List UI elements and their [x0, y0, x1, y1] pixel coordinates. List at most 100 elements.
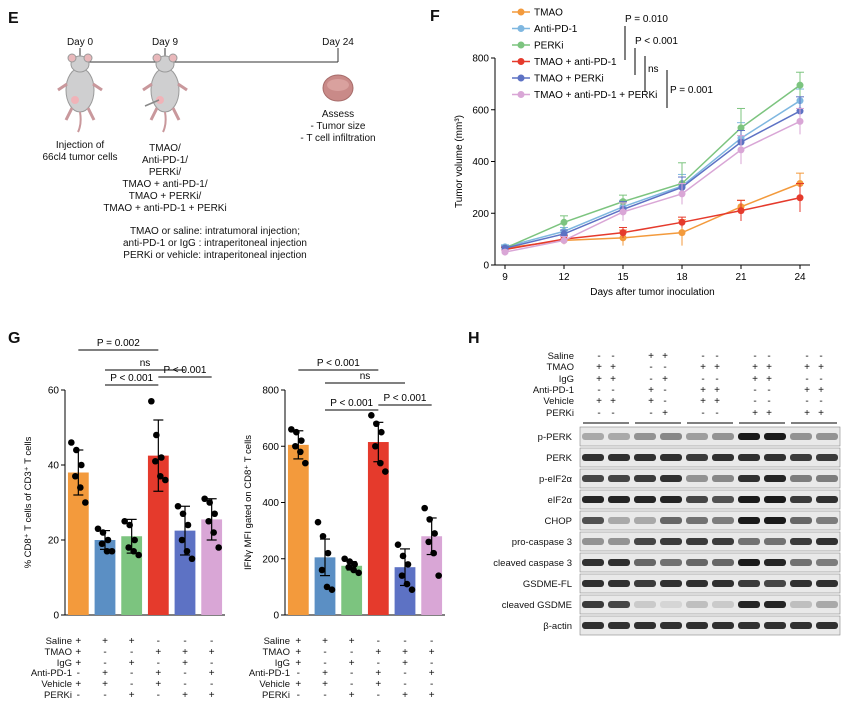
condition-sign: +: [155, 668, 162, 680]
x-tick-label: 18: [676, 272, 688, 283]
panel-label-f: F: [430, 8, 440, 25]
blot-band: [712, 475, 734, 482]
data-point: [99, 529, 107, 536]
blot-band: [660, 538, 682, 545]
blot-band: [816, 496, 838, 503]
condition-sign: -: [76, 668, 80, 680]
stat-label: P < 0.001: [635, 36, 678, 47]
blot-band: [582, 433, 604, 440]
y-axis-label: % CD8⁺ T cells of CD3⁺ T cells: [23, 436, 34, 568]
bar: [94, 540, 116, 615]
stat-label: P < 0.001: [164, 365, 207, 376]
series-line: [504, 100, 801, 248]
condition-sign: -: [296, 690, 300, 701]
data-point: [737, 207, 745, 215]
data-point: [293, 428, 300, 436]
data-point: [373, 420, 380, 428]
blot-band: [686, 622, 708, 629]
data-point: [346, 558, 353, 565]
bar: [421, 536, 443, 615]
condition-sign: -: [663, 384, 667, 396]
condition-sign: -: [805, 373, 809, 385]
blot-band: [660, 475, 682, 482]
blot-band: [634, 454, 656, 461]
treatment-list: TMAO/Anti-PD-1/PERKi/ TMAO + anti-PD-1/T…: [103, 143, 227, 214]
condition-sign: +: [322, 679, 328, 691]
cd8-percent-chart: 0 20 40 60 % CD8⁺ T cells of CD3⁺ T cells P =…: [23, 338, 225, 622]
blot-band: [764, 475, 786, 482]
condition-sign: +: [428, 646, 435, 658]
condition-sign: -: [376, 636, 380, 647]
condition-sign: +: [182, 690, 188, 701]
data-point: [351, 561, 358, 568]
condition-sign: +: [155, 679, 162, 691]
blot-band: [634, 559, 656, 566]
panel-label-g: G: [8, 330, 21, 347]
condition-sign: +: [208, 668, 215, 680]
condition-sign: +: [75, 679, 82, 691]
data-point: [184, 521, 192, 529]
blot-band: [764, 517, 786, 524]
condition-sign: +: [804, 407, 810, 419]
condition-sign: +: [428, 690, 435, 701]
condition-sign: -: [701, 351, 705, 362]
condition-sign: -: [349, 668, 354, 680]
blot-band: [660, 517, 682, 524]
blot-band: [790, 622, 812, 629]
condition-label: TMAO: [44, 646, 72, 658]
mouse-icon: [57, 53, 103, 133]
data-point: [153, 431, 160, 439]
blot-band: [686, 475, 708, 482]
condition-sign: +: [375, 646, 382, 658]
blot-band: [738, 433, 760, 440]
y-tick-label: 800: [262, 386, 279, 397]
data-point: [108, 547, 116, 555]
condition-label: Anti-PD-1: [532, 384, 574, 396]
blot-band: [686, 517, 708, 524]
data-point: [319, 532, 327, 540]
condition-label: PERKi: [546, 407, 574, 419]
legend-marker: [517, 25, 525, 32]
condition-sign: +: [752, 407, 758, 419]
y-tick-label: 200: [262, 554, 279, 565]
condition-sign: +: [322, 636, 328, 647]
x-tick-label: 24: [794, 272, 806, 283]
condition-sign: -: [323, 646, 327, 658]
blot-band: [582, 601, 604, 608]
stat-label: P < 0.001: [317, 358, 360, 369]
data-point: [408, 586, 416, 593]
blot-band: [686, 454, 708, 461]
route-notes: TMAO or saline: intratumoral injection; a…: [123, 226, 307, 261]
blot-band: [790, 538, 812, 545]
blot-band: [712, 601, 734, 608]
blot-band: [738, 538, 760, 545]
data-point: [179, 510, 187, 518]
condition-sign: +: [766, 362, 772, 374]
legend-marker: [517, 91, 525, 98]
legend-label: PERKi: [534, 41, 563, 52]
blot-band: [582, 622, 604, 629]
bar: [147, 455, 169, 615]
data-point: [297, 448, 304, 456]
assess-label: Assess - Tumor size - T cell infiltration: [300, 109, 376, 144]
data-point: [126, 521, 133, 529]
condition-sign: +: [804, 384, 810, 396]
blot-band: [712, 454, 734, 461]
blot-band: [634, 538, 656, 545]
data-point: [378, 428, 385, 436]
blot-band: [790, 580, 812, 587]
data-point: [678, 190, 686, 198]
blot-band: [764, 601, 786, 608]
data-point: [210, 529, 217, 536]
condition-label: Vehicle: [41, 679, 72, 691]
blot-band: [582, 496, 604, 503]
blot-band: [660, 496, 682, 503]
condition-sign: +: [102, 668, 108, 680]
stat-label: P = 0.002: [97, 338, 140, 349]
y-tick-label: 0: [53, 611, 59, 622]
blot-band: [582, 580, 604, 587]
condition-sign: +: [804, 362, 810, 374]
condition-sign: -: [156, 657, 160, 669]
blot-band: [764, 496, 786, 503]
data-point: [292, 442, 299, 450]
